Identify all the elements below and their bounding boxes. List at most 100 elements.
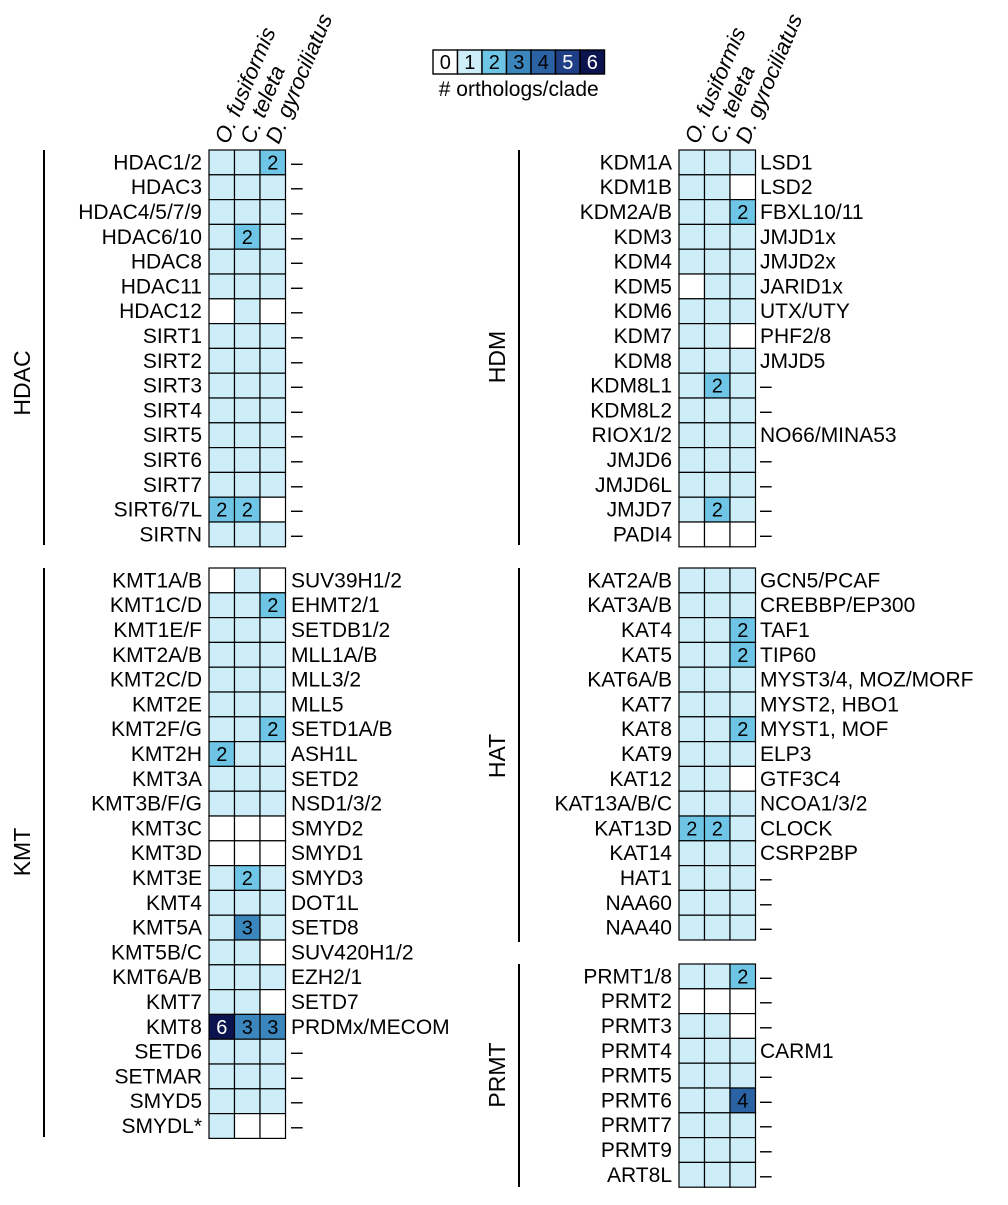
alias-label-hdac-14: – [291,474,303,497]
heatmap-cell-hat-4-2 [703,641,731,668]
alias-label-hdac-7: – [291,300,303,323]
heatmap-cell-hdm-15-2 [703,496,731,523]
gene-label-hat-10: KAT13A/B/C [555,793,673,816]
alias-label-hdac-5: – [291,251,303,274]
heatmap-cell-hdac-2-2 [233,174,261,201]
alias-label-hat-8: ELP3 [760,743,811,766]
heatmap-cell-hdm-8-3 [729,323,757,350]
alias-label-hdm-11: – [760,399,772,422]
heatmap-cell-hdac-7-3 [259,298,287,325]
heatmap-cell-hdac-13-2 [233,447,261,474]
heatmap-cell-hdac-2-3 [259,174,287,201]
heatmap-cell-hdac-11-1 [208,397,236,424]
gene-label-hdac-11: SIRT4 [143,399,202,422]
gene-label-kmt-12: KMT3D [131,842,202,865]
gene-label-hat-14: NAA60 [605,892,672,915]
alias-label-hdm-15: – [760,499,772,522]
heatmap-cell-hat-14-2 [703,889,731,916]
alias-label-hdm-5: JMJD2x [760,251,836,274]
heatmap-cell-hat-11-2 [703,815,731,842]
gene-label-prmt-7: PRMT7 [601,1114,672,1137]
heatmap-cell-hat-3-1 [678,616,706,643]
heatmap-cell-hdm-14-1 [678,471,706,498]
heatmap-cell-hat-9-2 [703,765,731,792]
alias-label-hdm-6: JARID1x [760,275,843,298]
heatmap-cell-hdm-11-2 [703,397,731,424]
heatmap-cell-hdm-14-2 [703,471,731,498]
gene-label-hdm-10: KDM8L1 [590,375,672,398]
heatmap-cell-kmt-7-2 [233,716,261,743]
cell-value-hdac-15-2: 2 [242,500,253,522]
heatmap-cell-hat-7-2 [703,716,731,743]
heatmap-cell-kmt-1-3 [259,567,287,594]
heatmap-cell-kmt-17-2 [233,964,261,991]
heatmap-cell-kmt-17-3 [259,964,287,991]
gene-label-hdm-5: KDM4 [614,251,673,274]
heatmap-cell-hat-1-1 [678,567,706,594]
heatmap-cell-hdm-12-1 [678,422,706,449]
alias-label-hdm-12: NO66/MINA53 [760,424,897,447]
gene-label-hat-1: KAT2A/B [587,569,672,592]
alias-label-hat-5: MYST3/4, MOZ/MORF [760,669,974,692]
heatmap-cell-hat-12-1 [678,840,706,867]
gene-label-hdac-8: SIRT1 [143,325,202,348]
heatmap-cell-hdm-5-1 [678,248,706,275]
heatmap-cell-hdac-3-3 [259,199,287,226]
heatmap-cell-hat-8-3 [729,740,757,767]
heatmap-cell-hdm-11-3 [729,397,757,424]
group-label-kmt: KMT [9,828,35,877]
gene-label-hdac-1: HDAC1/2 [113,151,202,174]
alias-label-hdm-3: FBXL10/11 [760,201,864,224]
heatmap-cell-hat-5-1 [678,666,706,693]
heatmap-cell-prmt-2-2 [703,988,731,1015]
heatmap-cell-kmt-8-2 [233,740,261,767]
heatmap-cell-hdm-5-2 [703,248,731,275]
gene-label-kmt-10: KMT3B/F/G [91,793,202,816]
heatmap-cell-hdac-3-1 [208,199,236,226]
heatmap-cell-kmt-7-1 [208,716,236,743]
alias-label-hat-4: TIP60 [760,644,816,667]
heatmap-cell-hdm-6-1 [678,273,706,300]
heatmap-cell-hdm-11-1 [678,397,706,424]
heatmap-cell-prmt-5-2 [703,1062,731,1089]
heatmap-cell-kmt-3-2 [233,616,261,643]
heatmap-cell-hdm-3-3 [729,199,757,226]
heatmap-cell-hat-1-2 [703,567,731,594]
gene-label-hat-11: KAT13D [594,817,672,840]
legend-swatch-1 [456,49,483,75]
legend-value-6: 6 [587,52,598,74]
gene-label-hat-15: NAA40 [605,917,672,940]
heatmap-cell-hdm-3-2 [703,199,731,226]
alias-label-hat-13: – [760,867,772,890]
heatmap-cell-kmt-5-1 [208,666,236,693]
gene-label-kmt-14: KMT4 [146,892,202,915]
heatmap-cell-kmt-9-2 [233,765,261,792]
gene-label-hat-5: KAT6A/B [587,669,672,692]
heatmap-cell-hdm-2-1 [678,174,706,201]
heatmap-cell-hdac-5-3 [259,248,287,275]
alias-label-hdac-12: – [291,424,303,447]
heatmap-cell-kmt-14-3 [259,889,287,916]
cell-value-hat-11-2: 2 [712,818,723,840]
alias-label-kmt-2: EHMT2/1 [291,594,380,617]
heatmap-cell-kmt-5-2 [233,666,261,693]
cell-value-kmt-2-3: 2 [267,595,278,617]
heatmap-cell-hdm-15-3 [729,496,757,523]
heatmap-cell-hat-14-3 [729,889,757,916]
heatmap-cell-hdac-16-2 [233,521,261,548]
heatmap-cell-kmt-8-1 [208,740,236,767]
gene-label-hat-7: KAT8 [621,718,672,741]
gene-label-kmt-20: SETD6 [134,1041,202,1064]
heatmap-cell-kmt-20-1 [208,1038,236,1065]
heatmap-cell-hdac-6-3 [259,273,287,300]
alias-label-hat-12: CSRP2BP [760,842,858,865]
alias-label-kmt-11: SMYD2 [291,817,363,840]
cell-value-kmt-13-2: 2 [242,868,253,890]
gene-label-kmt-8: KMT2H [131,743,202,766]
heatmap-cell-kmt-4-2 [233,641,261,668]
heatmap-cell-prmt-4-2 [703,1037,731,1064]
alias-label-hat-1: GCN5/PCAF [760,569,880,592]
heatmap-cell-kmt-11-1 [208,815,236,842]
heatmap-cell-prmt-8-1 [678,1136,706,1163]
